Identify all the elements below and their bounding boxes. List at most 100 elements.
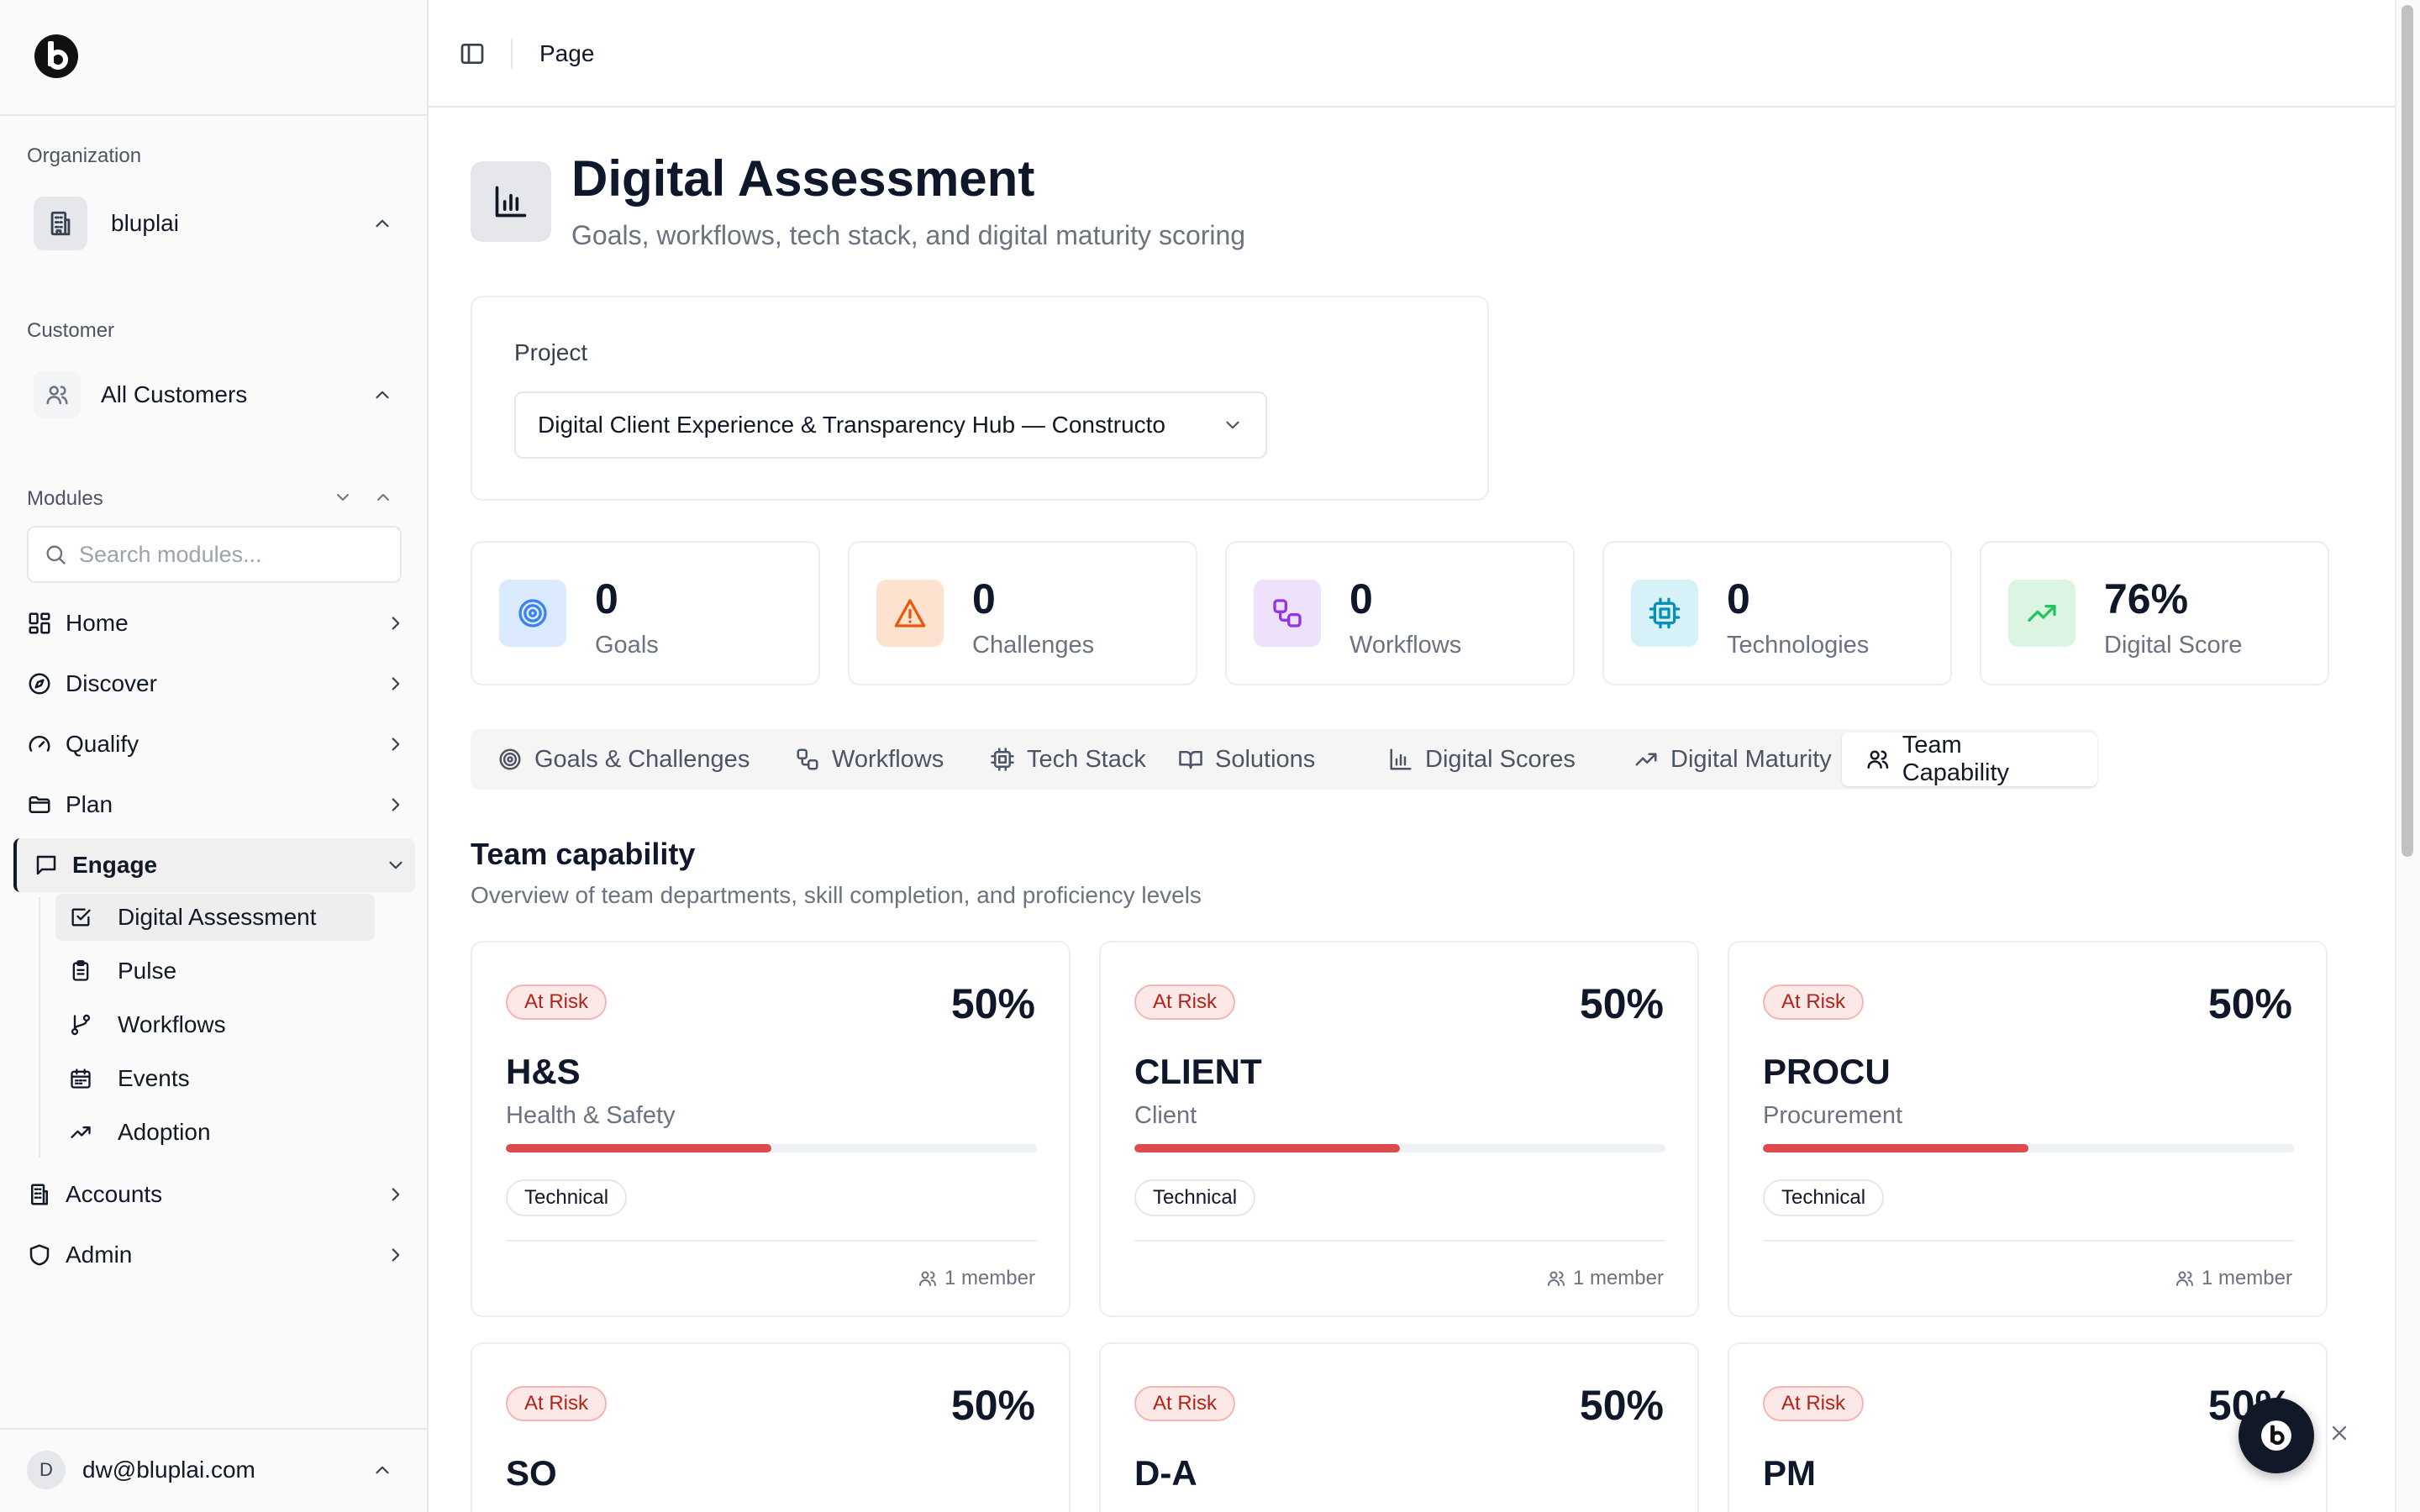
organization-switcher[interactable]: bluplai xyxy=(27,190,402,257)
chevron-right-icon xyxy=(392,738,400,751)
chevron-up-icon xyxy=(376,219,389,228)
department-card[interactable]: At Risk 50% PM xyxy=(1728,1342,2328,1512)
tab-digital-maturity[interactable]: Digital Maturity xyxy=(1610,732,1855,786)
status-badge: At Risk xyxy=(1134,1386,1236,1421)
department-code: PM xyxy=(1763,1453,1816,1493)
cpu-icon xyxy=(1631,580,1698,647)
nav-label: Plan xyxy=(66,791,113,817)
tab-bar: Goals & Challenges Workflows Tech Stack … xyxy=(471,729,2097,790)
workflow-icon xyxy=(797,748,818,770)
user-menu[interactable]: D dw@bluplai.com xyxy=(27,1446,402,1494)
progress-fill xyxy=(1134,1144,1400,1152)
completion-percent: 50% xyxy=(950,1382,1035,1429)
skill-tag: Technical xyxy=(506,1179,628,1216)
tab-tech-stack[interactable]: Tech Stack xyxy=(966,732,1170,786)
sub-item-adoption[interactable]: Adoption xyxy=(55,1109,375,1156)
department-code: SO xyxy=(506,1453,557,1493)
nav-item-admin[interactable]: Admin xyxy=(13,1228,415,1282)
nav-item-home[interactable]: Home xyxy=(13,596,415,650)
chevron-down-icon xyxy=(389,861,402,869)
sub-item-events[interactable]: Events xyxy=(55,1055,375,1102)
chevron-down-icon xyxy=(1226,421,1239,429)
sidebar-divider xyxy=(0,1428,427,1430)
stat-label: Workflows xyxy=(1349,632,1462,659)
building-icon xyxy=(34,197,87,250)
brand-logo-icon xyxy=(2261,1420,2291,1451)
scrollbar-thumb[interactable] xyxy=(2402,5,2413,857)
close-icon[interactable] xyxy=(2328,1421,2351,1445)
git-branch-icon xyxy=(71,1014,91,1036)
search-input[interactable] xyxy=(79,541,381,568)
sub-item-pulse[interactable]: Pulse xyxy=(55,948,375,995)
tab-digital-scores[interactable]: Digital Scores xyxy=(1365,732,1599,786)
stat-label: Challenges xyxy=(972,632,1095,659)
stat-card-technologies: 0 Technologies xyxy=(1602,541,1952,685)
sub-item-digital-assessment[interactable]: Digital Assessment xyxy=(55,894,375,941)
nav-item-engage[interactable]: Engage xyxy=(13,838,415,892)
tab-label: Solutions xyxy=(1215,745,1316,773)
gauge-icon xyxy=(29,735,50,752)
department-card[interactable]: At Risk 50% H&S Health & Safety Technica… xyxy=(471,941,1071,1317)
stat-label: Technologies xyxy=(1727,632,1870,659)
member-count: 1 member xyxy=(1546,1267,1664,1290)
alert-triangle-icon xyxy=(876,580,944,647)
message-square-icon xyxy=(36,855,56,875)
nav-item-plan[interactable]: Plan xyxy=(13,778,415,832)
tab-goals-challenges[interactable]: Goals & Challenges xyxy=(474,732,773,786)
card-divider xyxy=(1134,1240,1665,1242)
assistant-launcher-button[interactable] xyxy=(2238,1398,2314,1473)
customer-label: Customer xyxy=(27,319,115,342)
chevron-up-icon xyxy=(376,1466,389,1474)
department-code: D-A xyxy=(1134,1453,1197,1493)
bar-chart-icon xyxy=(1390,748,1412,770)
progress-bar xyxy=(1134,1144,1665,1152)
project-select[interactable]: Digital Client Experience & Transparency… xyxy=(514,391,1267,459)
stat-value: 0 xyxy=(972,575,996,622)
section-title: Team capability xyxy=(471,837,696,871)
skill-tag: Technical xyxy=(1134,1179,1256,1216)
nav-item-discover[interactable]: Discover xyxy=(13,657,415,711)
tab-solutions[interactable]: Solutions xyxy=(1155,732,1339,786)
nav-item-qualify[interactable]: Qualify xyxy=(13,717,415,771)
chevron-right-icon xyxy=(392,798,400,811)
member-count-text: 1 member xyxy=(2201,1267,2292,1289)
department-card[interactable]: At Risk 50% SO xyxy=(471,1342,1071,1512)
sidebar-toggle-icon[interactable] xyxy=(459,40,486,67)
member-count: 1 member xyxy=(918,1267,1035,1290)
module-search[interactable] xyxy=(27,526,402,583)
status-badge: At Risk xyxy=(1763,1386,1865,1421)
clipboard-icon xyxy=(72,960,89,981)
stat-value: 0 xyxy=(595,575,618,622)
department-name: Health & Safety xyxy=(506,1102,676,1129)
completion-percent: 50% xyxy=(950,980,1035,1027)
chevron-up-icon xyxy=(376,391,389,399)
chevron-right-icon xyxy=(392,677,400,690)
submenu-guide-line xyxy=(39,897,40,1158)
department-card[interactable]: At Risk 50% CLIENT Client Technical 1 me… xyxy=(1099,941,1699,1317)
chevron-down-icon[interactable] xyxy=(333,487,353,507)
chevron-up-icon[interactable] xyxy=(373,487,393,507)
stat-value: 0 xyxy=(1727,575,1750,622)
customer-switcher[interactable]: All Customers xyxy=(27,361,402,428)
progress-fill xyxy=(506,1144,771,1152)
section-subtitle: Overview of team departments, skill comp… xyxy=(471,882,1202,908)
page-title: Digital Assessment xyxy=(571,150,1035,207)
department-code: H&S xyxy=(506,1052,581,1091)
sub-item-workflows[interactable]: Workflows xyxy=(55,1001,375,1048)
department-card[interactable]: At Risk 50% D-A xyxy=(1099,1342,1699,1512)
department-code: PROCU xyxy=(1763,1052,1891,1091)
organization-label: Organization xyxy=(27,144,142,167)
trending-up-icon xyxy=(1635,753,1657,766)
tab-label: Tech Stack xyxy=(1027,745,1146,773)
nav-item-accounts[interactable]: Accounts xyxy=(13,1168,415,1221)
folder-icon xyxy=(29,796,50,813)
tab-label: Goals & Challenges xyxy=(534,745,750,773)
department-card[interactable]: At Risk 50% PROCU Procurement Technical … xyxy=(1728,941,2328,1317)
calendar-icon xyxy=(71,1068,91,1089)
users-icon xyxy=(34,371,81,418)
brand-logo-icon[interactable] xyxy=(32,32,81,81)
tab-team-capability[interactable]: Team Capability xyxy=(1842,732,2097,786)
stat-card-challenges: 0 Challenges xyxy=(848,541,1197,685)
top-bar: Page xyxy=(429,0,2395,108)
tab-workflows[interactable]: Workflows xyxy=(771,732,967,786)
